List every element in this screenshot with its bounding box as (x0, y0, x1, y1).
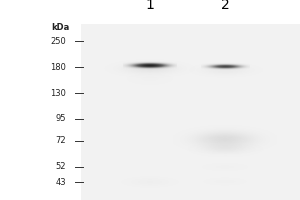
Text: 72: 72 (56, 136, 66, 145)
Text: 2: 2 (220, 0, 230, 12)
Text: 180: 180 (50, 63, 66, 72)
Text: 250: 250 (50, 37, 66, 46)
Bar (81, 24, 300, 200)
Text: 95: 95 (56, 114, 66, 123)
Text: 52: 52 (56, 162, 66, 171)
Text: 130: 130 (50, 89, 66, 98)
Text: 43: 43 (56, 178, 66, 187)
Text: kDa: kDa (51, 23, 69, 32)
Text: 1: 1 (146, 0, 154, 12)
